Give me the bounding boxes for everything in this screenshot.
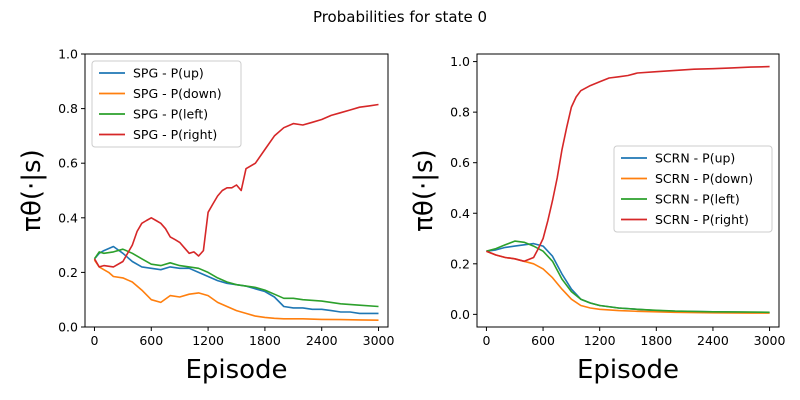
- x-tick-label: 0: [90, 333, 98, 348]
- legend-entry-3: SCRN - P(left): [655, 192, 740, 207]
- x-tick-label: 2400: [697, 333, 729, 348]
- y-tick-label: 0.2: [58, 265, 78, 280]
- series-line-4: [486, 65, 770, 263]
- x-tick-label: 1200: [192, 333, 224, 348]
- y-tick-label: 0.8: [58, 101, 78, 116]
- x-tick-label: 3000: [754, 333, 786, 348]
- y-tick-label: 0.6: [450, 155, 470, 170]
- y-tick-label: 0.8: [450, 105, 470, 120]
- right-chart-panel: 0 600 1200 1800 2400 3000 0.0 0.2 0.4 0.6 0.8 1.0 Ep…: [409, 53, 786, 385]
- left-chart-panel: 0 600 1200 1800 2400 3000 0.0 0.2 0.4 0.6 0.8 1.0 Ep…: [17, 47, 394, 386]
- x-tick-label: 600: [531, 333, 555, 348]
- y-tick-label: 0.6: [58, 156, 78, 171]
- series-line-3: [486, 240, 770, 314]
- series-line-2: [93, 259, 379, 321]
- y-tick-label: 0.4: [58, 210, 78, 225]
- x-tick-label: 3000: [363, 333, 395, 348]
- x-tick-label: 1800: [640, 333, 672, 348]
- y-tick-label: 1.0: [58, 47, 78, 62]
- legend-entry-2: SPG - P(down): [133, 86, 222, 101]
- series-line-3: [93, 248, 379, 308]
- legend: SPG - P(up) SPG - P(down) SPG - P(left) SPG…: [91, 60, 242, 148]
- legend: SCRN - P(up) SCRN - P(down) SCRN - P(left)…: [613, 145, 773, 233]
- legend-entry-4: SCRN - P(right): [655, 212, 749, 227]
- y-tick-label: 0.2: [450, 256, 470, 271]
- plot-frame: [84, 53, 389, 328]
- legend-entry-1: SPG - P(up): [133, 66, 204, 81]
- y-tick-label: 1.0: [450, 54, 470, 69]
- x-axis-label: Episode: [185, 355, 287, 385]
- x-tick-label: 600: [139, 333, 163, 348]
- x-tick-label: 1200: [584, 333, 616, 348]
- legend-entry-2: SCRN - P(down): [655, 171, 753, 186]
- y-axis-label: πθ(·|s): [409, 149, 439, 231]
- x-tick-label: 2400: [306, 333, 338, 348]
- legend-box: [613, 145, 773, 233]
- x-axis-label: Episode: [577, 355, 679, 385]
- x-tick-label: 0: [482, 333, 490, 348]
- plot-frame: [476, 53, 780, 328]
- y-tick-label: 0.0: [58, 320, 78, 335]
- series-line-4: [93, 103, 379, 268]
- legend-entry-4: SPG - P(right): [133, 127, 217, 142]
- legend-box: [91, 60, 242, 148]
- figure-suptitle: Probabilities for state 0: [313, 8, 487, 26]
- y-tick-label: 0.4: [450, 206, 470, 221]
- legend-entry-1: SCRN - P(up): [655, 151, 735, 166]
- y-axis-label: πθ(·|s): [17, 149, 47, 231]
- y-tick-label: 0.0: [450, 307, 470, 322]
- x-tick-label: 1800: [249, 333, 281, 348]
- legend-entry-3: SPG - P(left): [133, 107, 208, 122]
